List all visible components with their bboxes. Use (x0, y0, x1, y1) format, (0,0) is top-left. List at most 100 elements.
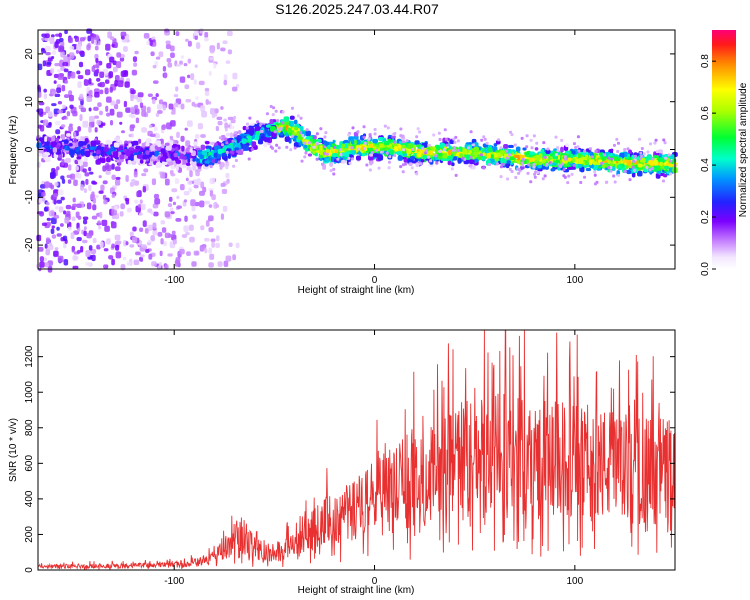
spectrogram-cell (372, 138, 379, 144)
spectrogram-cell (275, 143, 279, 147)
spectrogram-cell (265, 112, 269, 116)
spectrogram-cell (445, 143, 449, 147)
spectrogram-cell (285, 145, 289, 149)
spectrogram-cell (167, 160, 174, 166)
spectrogram-cell (39, 211, 44, 217)
spectrogram-cell (114, 205, 118, 211)
spectrogram-cell (104, 87, 109, 95)
spectrogram-cell (532, 134, 536, 138)
spectrogram-cell (51, 225, 55, 229)
spectrogram-cell (471, 143, 475, 147)
spectrogram-cell (216, 42, 220, 50)
spectrogram-cell (99, 89, 104, 95)
spectrogram-cell (347, 156, 351, 160)
spectrogram-cell (113, 142, 120, 148)
spectrogram-cell (187, 120, 193, 127)
spectrogram-cell (82, 168, 87, 173)
spectrogram-cell (219, 166, 223, 170)
spectrogram-cell (213, 153, 218, 158)
spectrogram-cell (105, 170, 111, 175)
spectrogram-cell (38, 124, 42, 129)
spectrogram-cell (147, 93, 153, 98)
spectrogram-cell (95, 159, 101, 165)
spectrogram-cell (137, 203, 142, 208)
spectrogram-cell (111, 258, 115, 266)
spectrogram-cell (448, 145, 452, 151)
spectrogram-cell (633, 168, 637, 172)
spectrogram-cell (289, 115, 295, 120)
spectrogram-cell (51, 167, 56, 173)
spectrogram-cell (529, 157, 535, 162)
spectrogram-cell (148, 224, 153, 231)
spectrogram-cell (370, 150, 374, 154)
spectrogram-cell (307, 153, 313, 157)
spectrogram-cell (369, 153, 373, 157)
spectrogram-cell (38, 101, 45, 106)
spectrogram-cell (281, 110, 285, 114)
spectrogram-cell (115, 240, 122, 245)
spectrogram-cell (71, 245, 75, 253)
spectrogram-cell (231, 139, 235, 143)
spectrogram-cell (213, 62, 217, 69)
spectrogram-cell (610, 157, 614, 161)
spectrogram-cell (57, 73, 64, 80)
spectrogram-cell (607, 166, 611, 170)
spectrogram-cell (227, 49, 233, 55)
spectrogram-cell (319, 145, 323, 151)
spectrogram-cell (37, 63, 43, 71)
spectrogram-cell (655, 150, 659, 154)
spectrogram-cell (538, 153, 543, 159)
spectrogram-cell (645, 165, 649, 169)
spectrogram-cell (133, 259, 140, 266)
spectrogram-cell (88, 184, 92, 192)
spectrogram-cell (68, 52, 75, 59)
spectrogram-cell (550, 168, 555, 172)
spectrogram-cell (143, 33, 150, 39)
spectrogram-cell (363, 141, 367, 145)
spectrogram-cell (232, 86, 238, 92)
spectrogram-cell (485, 141, 489, 145)
spectrogram-cell (193, 141, 199, 146)
spectrogram-cell (48, 110, 53, 118)
spectrogram-cell (383, 140, 390, 146)
spectrogram-cell (83, 78, 88, 86)
spectrogram-cell (77, 227, 81, 232)
spectrogram-cell (453, 140, 457, 144)
spectrogram-cell (483, 137, 487, 141)
spectrogram-cell (285, 132, 289, 137)
spectrogram-cell (315, 157, 319, 161)
spectrogram-cell (152, 222, 157, 230)
spectrogram-cell (215, 235, 220, 242)
spectrogram-cell (160, 148, 166, 153)
spectrogram-cell (482, 135, 486, 139)
spectrogram-cell (133, 171, 138, 178)
spectrogram-cell (80, 246, 84, 253)
spectrogram-cell (577, 163, 583, 169)
spectrogram-cell (149, 133, 156, 137)
spectrogram-cell (159, 171, 166, 179)
spectrogram-cell (156, 104, 163, 110)
spectrogram-cell (493, 153, 499, 158)
spectrogram-cell (153, 193, 160, 199)
spectrogram-cell (66, 210, 71, 217)
spectrogram-cell (332, 167, 336, 171)
spectrogram-cell (487, 162, 491, 166)
spectrogram-cell (533, 175, 537, 179)
spectrogram-cell (585, 167, 592, 172)
spectrogram-cell (648, 168, 652, 172)
spectrogram-cell (205, 99, 209, 105)
spectrogram-cell (153, 126, 158, 132)
spectrogram-cell (90, 249, 97, 254)
spectrogram-cell (185, 231, 190, 236)
spectrogram-cell (165, 43, 172, 50)
spectrogram-cell (141, 244, 147, 248)
spectrogram-cell (377, 166, 381, 170)
spectrogram-cell (67, 226, 72, 231)
spectrogram-cell (145, 158, 149, 162)
spectrogram-cell (144, 143, 150, 147)
spectrogram-cell (43, 93, 47, 100)
spectrogram-cells (36, 28, 678, 273)
spectrogram-cell (187, 40, 192, 47)
